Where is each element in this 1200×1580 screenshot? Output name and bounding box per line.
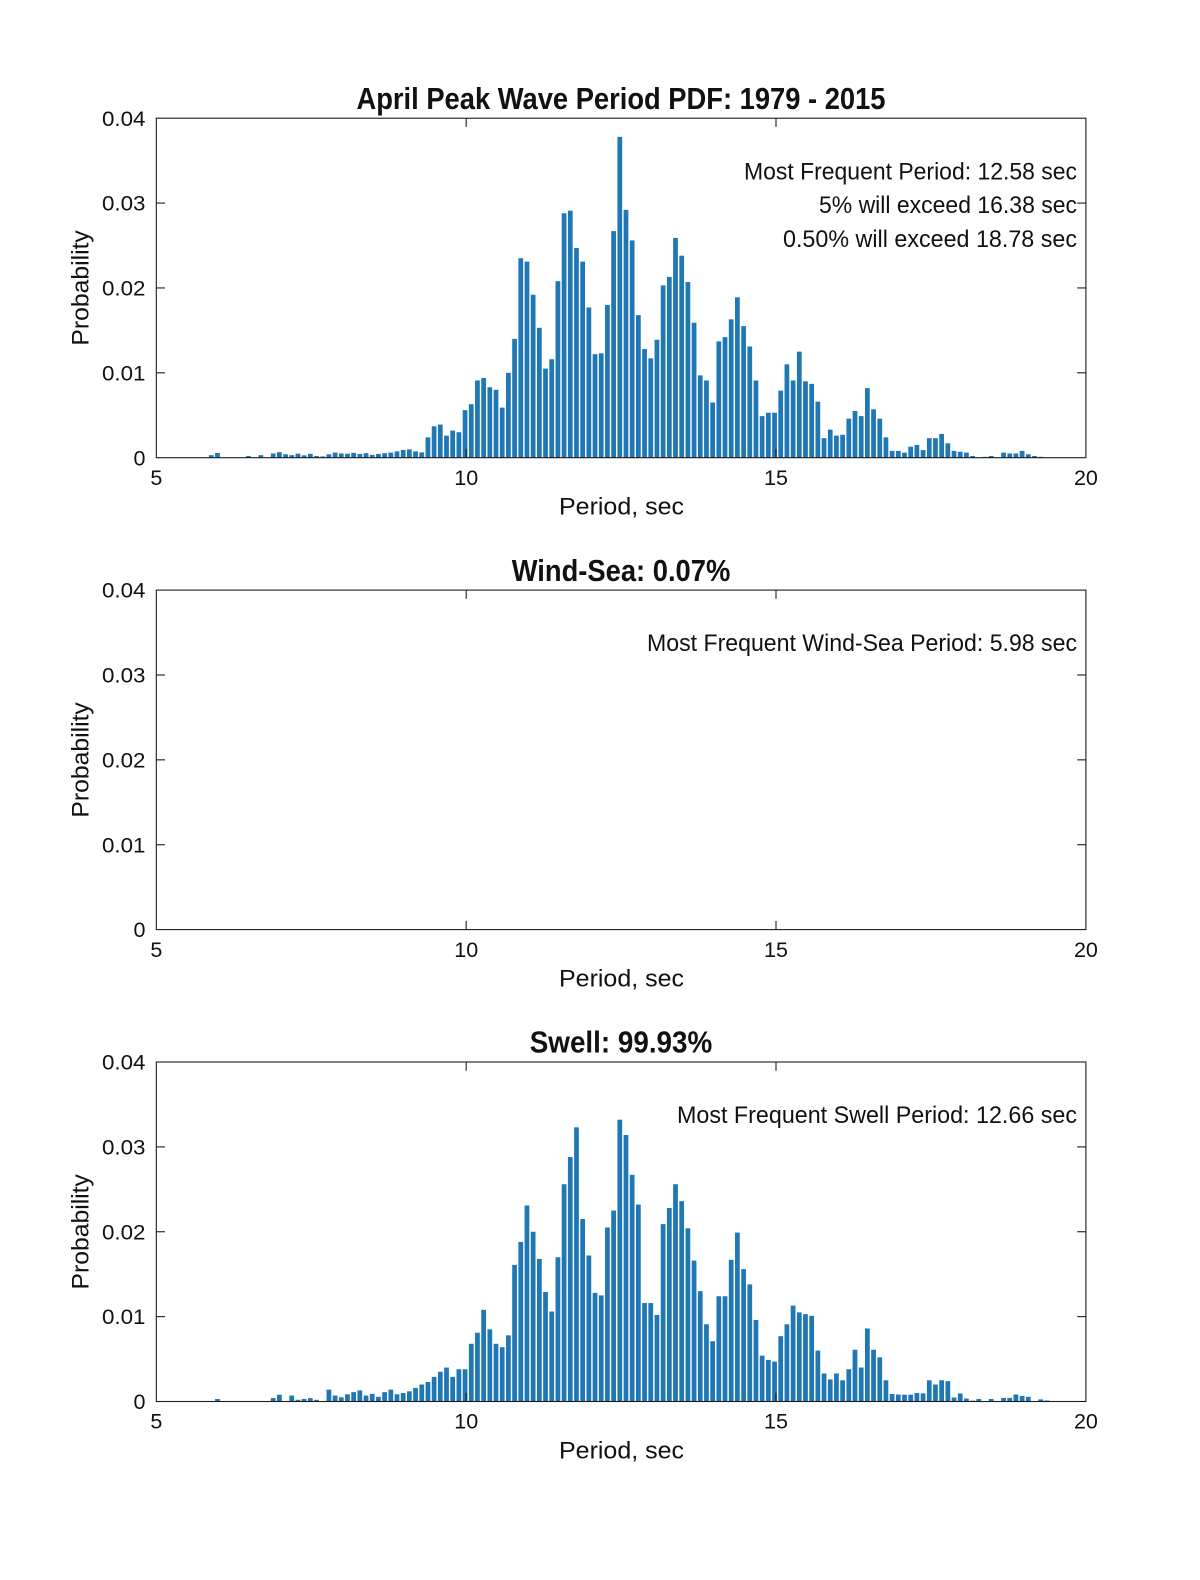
svg-text:10: 10 [454, 1410, 478, 1434]
svg-text:0.01: 0.01 [102, 833, 146, 857]
svg-text:0.50% will exceed 18.78 sec: 0.50% will exceed 18.78 sec [783, 226, 1077, 253]
svg-text:10: 10 [454, 938, 478, 962]
svg-text:0.04: 0.04 [102, 579, 146, 603]
svg-text:Wind-Sea: 0.07%: Wind-Sea: 0.07% [512, 554, 731, 588]
svg-text:Probability: Probability [68, 229, 95, 345]
svg-text:5: 5 [150, 1410, 162, 1434]
svg-text:15: 15 [764, 466, 788, 490]
svg-text:10: 10 [454, 466, 478, 490]
svg-text:0.03: 0.03 [102, 192, 146, 216]
svg-text:5% will exceed 16.38 sec: 5% will exceed 16.38 sec [819, 192, 1077, 219]
svg-text:0.04: 0.04 [102, 1051, 146, 1075]
svg-text:0.02: 0.02 [102, 749, 146, 773]
svg-text:Most Frequent Period: 12.58 se: Most Frequent Period: 12.58 sec [744, 158, 1077, 185]
svg-text:20: 20 [1074, 938, 1098, 962]
svg-text:0.02: 0.02 [102, 1220, 146, 1244]
svg-text:0: 0 [134, 446, 146, 470]
svg-text:15: 15 [764, 1410, 788, 1434]
svg-text:0: 0 [134, 1390, 146, 1414]
svg-text:Period, sec: Period, sec [559, 966, 684, 993]
svg-text:Swell: 99.93%: Swell: 99.93% [530, 1026, 713, 1060]
svg-text:15: 15 [764, 938, 788, 962]
svg-text:Probability: Probability [68, 1173, 95, 1289]
svg-text:0.04: 0.04 [102, 107, 146, 131]
svg-text:0.03: 0.03 [102, 1136, 146, 1160]
svg-text:5: 5 [150, 466, 162, 490]
svg-text:0.01: 0.01 [102, 1305, 146, 1329]
svg-text:0.03: 0.03 [102, 664, 146, 688]
svg-text:Probability: Probability [68, 701, 95, 817]
svg-text:0.02: 0.02 [102, 277, 146, 301]
svg-text:Period, sec: Period, sec [559, 1437, 684, 1464]
svg-text:April Peak Wave Period PDF: 19: April Peak Wave Period PDF: 1979 - 2015 [357, 82, 886, 116]
svg-text:5: 5 [150, 938, 162, 962]
svg-text:0: 0 [134, 918, 146, 942]
svg-text:20: 20 [1074, 466, 1098, 490]
svg-text:Period, sec: Period, sec [559, 494, 684, 521]
svg-text:0.01: 0.01 [102, 361, 146, 385]
svg-text:Most Frequent Wind-Sea Period:: Most Frequent Wind-Sea Period: 5.98 sec [647, 630, 1077, 657]
svg-text:20: 20 [1074, 1410, 1098, 1434]
svg-text:Most Frequent Swell Period: 12: Most Frequent Swell Period: 12.66 sec [677, 1102, 1077, 1129]
